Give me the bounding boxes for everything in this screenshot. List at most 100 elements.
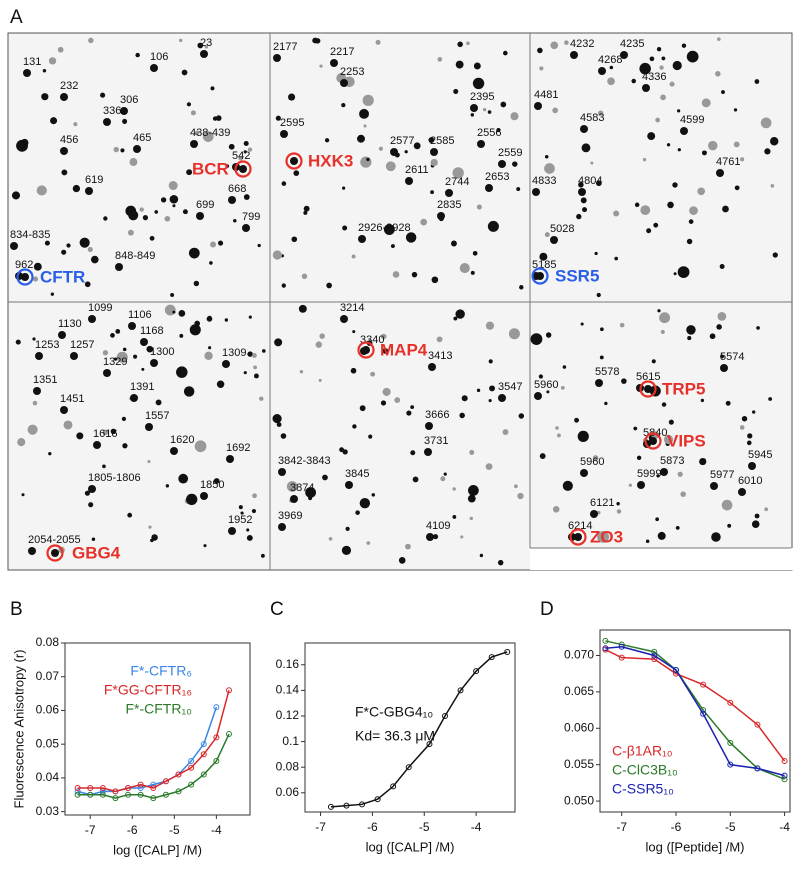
- spot: [360, 156, 372, 168]
- spot: [710, 482, 718, 490]
- spot: [350, 367, 357, 374]
- spot-label: 6214: [568, 520, 592, 532]
- spot: [425, 422, 433, 430]
- spot: [668, 419, 674, 425]
- data-point: [651, 648, 658, 655]
- spot: [228, 527, 236, 535]
- spot: [516, 187, 521, 192]
- spot: [172, 204, 176, 208]
- spot: [722, 205, 729, 213]
- spot: [352, 330, 356, 334]
- spot: [170, 447, 178, 455]
- spot: [324, 138, 330, 143]
- spot: [634, 202, 640, 208]
- spot: [375, 39, 381, 45]
- spot: [487, 110, 492, 114]
- spot: [578, 188, 586, 196]
- spot: [275, 115, 281, 121]
- data-point: [200, 751, 207, 758]
- spot: [686, 325, 696, 335]
- spot: [598, 67, 606, 75]
- data-point: [727, 739, 734, 746]
- spot: [146, 345, 154, 353]
- spot: [751, 520, 760, 528]
- spot: [253, 365, 257, 370]
- spot: [756, 326, 760, 330]
- spot-label: 5960: [580, 456, 604, 468]
- spot: [620, 51, 628, 59]
- spot: [590, 161, 594, 165]
- highlight-spot: [239, 165, 247, 173]
- spot: [469, 449, 475, 455]
- spot: [485, 184, 493, 192]
- spot: [340, 315, 348, 323]
- spot-label: 1616: [93, 428, 117, 440]
- spot: [288, 93, 296, 101]
- spot-label: 1168: [140, 325, 164, 337]
- spot: [544, 232, 550, 238]
- spot: [770, 184, 775, 188]
- spot-label: 1850: [200, 479, 224, 491]
- legend-label: C-SSR5₁₀: [612, 781, 674, 797]
- spot: [470, 104, 478, 112]
- spot: [63, 420, 73, 430]
- spot-label: 6121: [590, 497, 614, 509]
- y-tick-label: 0.070: [564, 648, 594, 662]
- spot: [673, 272, 677, 276]
- spot: [312, 37, 319, 44]
- spot: [720, 364, 728, 372]
- spot: [110, 428, 117, 435]
- spot: [103, 216, 108, 221]
- spot-label: 4235: [620, 38, 644, 50]
- spot: [351, 254, 356, 259]
- spot: [186, 493, 198, 506]
- spot: [290, 495, 298, 503]
- spot: [459, 263, 470, 274]
- spot: [281, 283, 286, 288]
- spot: [688, 219, 694, 224]
- spot: [169, 194, 179, 204]
- spot: [659, 65, 664, 70]
- spot: [631, 78, 637, 84]
- spot: [212, 116, 218, 121]
- spot: [190, 110, 196, 116]
- spot-label: 465: [133, 132, 151, 144]
- spot: [247, 147, 253, 152]
- spot-label: 306: [120, 94, 138, 106]
- spot: [546, 390, 550, 394]
- panel-letter: C: [270, 599, 284, 620]
- spot: [721, 499, 733, 511]
- spot: [697, 187, 706, 196]
- spot: [669, 81, 675, 87]
- spot: [194, 320, 201, 327]
- y-tick-label: 0.1: [282, 734, 299, 748]
- y-tick-label: 0.03: [36, 804, 60, 818]
- y-tick-label: 0.05: [36, 736, 60, 750]
- spot: [628, 483, 632, 487]
- spot: [243, 150, 247, 154]
- spot: [216, 380, 225, 388]
- spot: [452, 167, 464, 179]
- spot: [50, 292, 55, 296]
- spot: [657, 309, 661, 313]
- spot: [405, 232, 417, 243]
- spot: [621, 378, 627, 384]
- spot-label: 4109: [426, 520, 450, 532]
- spot: [500, 101, 507, 108]
- spot-label: 336: [103, 105, 121, 117]
- spot: [489, 385, 496, 392]
- spot: [633, 426, 638, 431]
- spot: [100, 92, 106, 98]
- spot: [242, 224, 250, 232]
- spot: [341, 545, 352, 555]
- spot: [655, 117, 661, 123]
- highlight-ring: [639, 380, 657, 398]
- spot: [60, 147, 68, 155]
- data-point: [74, 785, 81, 792]
- spot: [413, 142, 421, 150]
- spot: [772, 252, 778, 258]
- spot: [222, 360, 230, 368]
- y-tick-label: 0.06: [276, 785, 300, 799]
- spot: [362, 94, 374, 107]
- highlight-spot: [21, 273, 29, 281]
